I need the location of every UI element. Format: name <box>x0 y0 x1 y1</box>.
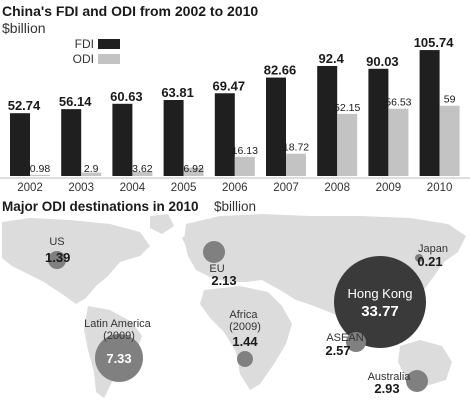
fdi-bar-2009 <box>368 68 389 176</box>
odi-bar-2010 <box>439 105 460 176</box>
odi-bar-2002 <box>30 174 50 176</box>
fdi-value-label-2008: 92.4 <box>319 51 345 66</box>
map-title: Major ODI destinations in 2010 <box>2 199 199 214</box>
africa-bubble <box>237 351 253 367</box>
odi-value-label-2005: 6.92 <box>183 163 204 175</box>
odi-bar-2009 <box>388 108 409 176</box>
asean-name: ASEAN <box>326 332 363 344</box>
latin-america-name: Latin America (2009) <box>84 318 154 342</box>
australia-bubble <box>406 370 428 392</box>
hong-kong-bubble <box>334 256 426 348</box>
year-tick-2004: 2004 <box>120 182 146 194</box>
us-name: US <box>49 236 64 248</box>
odi-bar-2007 <box>286 153 306 176</box>
africa-name-line2: (2009) <box>229 321 261 333</box>
fdi-value-label-2003: 56.14 <box>59 94 92 109</box>
fdi-value-label-2006: 69.47 <box>213 78 246 93</box>
legend-odi-swatch <box>98 54 120 64</box>
bar-plot-area: 52.74 0.98 2002 56.14 2.9 2003 60.63 3.62 2004 63… <box>8 35 460 194</box>
year-tick-2009: 2009 <box>376 182 402 194</box>
fdi-value-label-2010: 105.74 <box>414 35 455 50</box>
fdi-bar-2006 <box>214 93 235 176</box>
odi-value-label-2007: 18.72 <box>283 142 309 154</box>
map-unit: $billion <box>214 199 256 214</box>
fdi-bar-2004 <box>112 103 133 176</box>
asean-bubble <box>346 332 366 352</box>
greenland-shape <box>150 214 174 234</box>
africa-name: Africa (2009) <box>229 309 261 333</box>
us-bubble <box>48 251 66 269</box>
odi-bar-2005 <box>183 167 204 176</box>
africa-value: 1.44 <box>232 334 258 349</box>
fdi-value-label-2009: 90.03 <box>366 54 399 69</box>
odi-value-label-2008: 52.15 <box>334 102 360 114</box>
japan-value: 0.21 <box>417 254 442 269</box>
fdi-bar-2002 <box>10 113 30 176</box>
africa-name-line1: Africa <box>229 309 258 321</box>
odi-value-label-2004: 3.62 <box>132 163 153 175</box>
eu-bubble <box>203 241 225 263</box>
odi-value-label-2009: 56.53 <box>385 97 411 109</box>
uk-shape <box>182 232 194 250</box>
africa-shape <box>200 286 292 390</box>
us-value: 1.39 <box>45 250 70 265</box>
fdi-bar-2007 <box>266 77 286 176</box>
fdi-bar-2005 <box>163 100 184 176</box>
year-tick-2010: 2010 <box>427 182 453 194</box>
japan-bubble <box>415 254 423 262</box>
year-tick-2008: 2008 <box>324 182 350 194</box>
fdi-bar-2003 <box>61 109 82 176</box>
year-tick-2003: 2003 <box>68 182 94 194</box>
hong-kong-name: Hong Kong <box>347 286 412 301</box>
asean-value: 2.57 <box>325 343 350 358</box>
latin-america-name-line1: Latin America <box>84 318 152 330</box>
fdi-value-label-2005: 63.81 <box>161 85 194 100</box>
eu-value: 2.13 <box>211 273 236 288</box>
australia-value: 2.93 <box>374 381 399 396</box>
legend-odi-label: ODI <box>73 52 94 66</box>
odi-value-label-2010: 59 <box>444 94 456 106</box>
latin-america-value: 7.33 <box>106 351 131 366</box>
latin-america-name-line2: (2009) <box>103 330 135 342</box>
fdi-value-label-2007: 82.66 <box>264 63 297 78</box>
bar-chart-unit: $billion <box>2 20 46 36</box>
fdi-bar-2008 <box>317 65 338 176</box>
legend-fdi-label: FDI <box>75 37 94 51</box>
odi-value-label-2002: 0.98 <box>30 163 51 175</box>
legend-fdi-swatch <box>98 39 120 49</box>
year-tick-2006: 2006 <box>222 182 248 194</box>
bar-chart-title: China's FDI and ODI from 2002 to 2010 <box>2 3 258 19</box>
year-tick-2005: 2005 <box>171 182 197 194</box>
odi-value-label-2003: 2.9 <box>84 163 99 175</box>
fdi-value-label-2004: 60.63 <box>110 89 143 104</box>
japan-name: Japan <box>418 243 448 255</box>
eu-name: EU <box>209 263 224 275</box>
fdi-value-label-2002: 52.74 <box>8 98 41 113</box>
odi-bar-2008 <box>337 113 358 176</box>
latin-america-bubble <box>95 334 143 382</box>
odi-bar-2006 <box>234 156 255 176</box>
year-tick-2007: 2007 <box>273 182 299 194</box>
hong-kong-value: 33.77 <box>361 303 399 320</box>
odi-bar-2003 <box>81 172 102 176</box>
odi-value-label-2006: 16.13 <box>232 145 258 157</box>
year-tick-2002: 2002 <box>17 182 43 194</box>
north-america-shape <box>2 218 150 304</box>
australia-name: Australia <box>368 371 412 383</box>
fdi-bar-2010 <box>419 50 440 176</box>
odi-bar-2004 <box>132 171 153 176</box>
